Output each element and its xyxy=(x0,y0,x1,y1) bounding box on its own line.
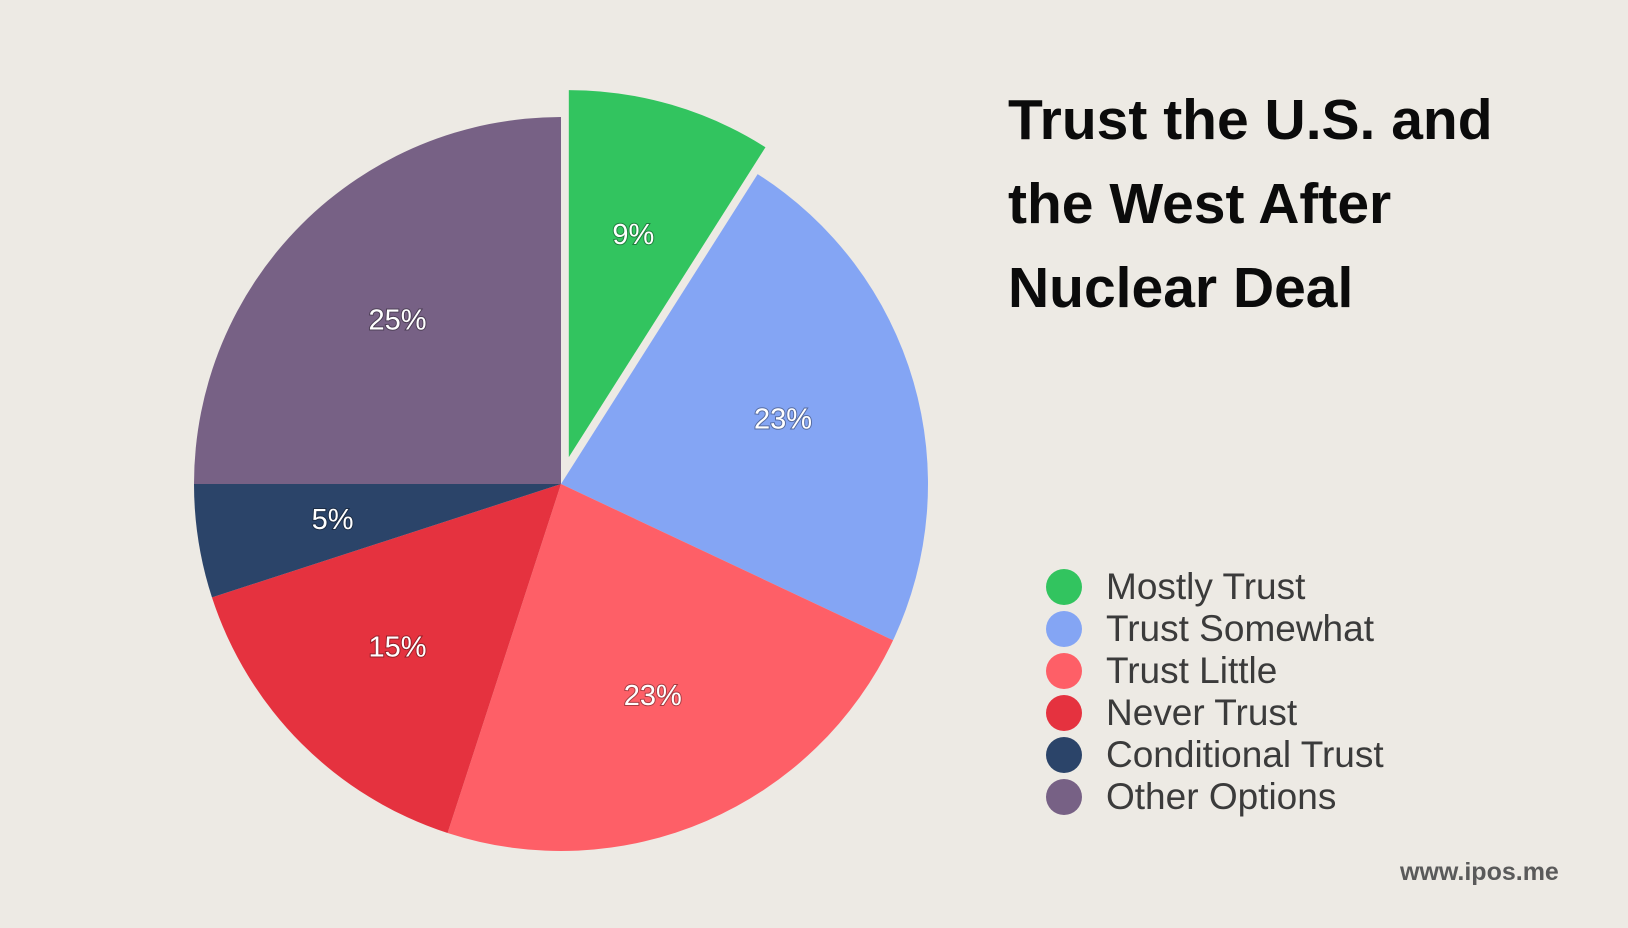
source-url: www.ipos.me xyxy=(1400,858,1559,886)
legend-label: Other Options xyxy=(1106,776,1337,817)
legend-label: Trust Somewhat xyxy=(1106,608,1374,649)
legend-item-conditional-trust: Conditional Trust xyxy=(1046,734,1384,776)
legend-item-never-trust: Never Trust xyxy=(1046,692,1384,734)
pie-slice-trust-little xyxy=(447,484,894,851)
legend-item-trust-little: Trust Little xyxy=(1046,650,1384,692)
slice-label-trust-somewhat: 23% xyxy=(754,403,812,435)
slice-label-never-trust: 15% xyxy=(368,631,426,663)
legend-swatch xyxy=(1046,569,1082,605)
chart-title: Trust the U.S. and the West After Nuclea… xyxy=(1008,78,1568,330)
chart-title-line: Nuclear Deal xyxy=(1008,256,1354,320)
legend-label: Mostly Trust xyxy=(1106,566,1306,607)
legend-label: Never Trust xyxy=(1106,692,1298,733)
legend-swatch xyxy=(1046,653,1082,689)
pie-slices xyxy=(194,90,928,851)
legend-label: Conditional Trust xyxy=(1106,734,1384,775)
legend-item-trust-somewhat: Trust Somewhat xyxy=(1046,608,1384,650)
legend-swatch xyxy=(1046,611,1082,647)
pie-slice-labels: 9% 23% 23% 15% 5% 25% xyxy=(311,218,813,713)
chart-title-line: the West After xyxy=(1008,172,1392,236)
slice-label-mostly-trust: 9% xyxy=(612,219,654,251)
chart-legend: Mostly Trust Trust Somewhat Trust Little Ne… xyxy=(1046,566,1384,818)
legend-item-other-options: Other Options xyxy=(1046,776,1384,818)
pie-slice-other-options xyxy=(194,117,561,484)
slice-label-trust-little: 23% xyxy=(624,680,682,712)
chart-title-line: Trust the U.S. and xyxy=(1008,88,1493,152)
slice-label-conditional-trust: 5% xyxy=(312,504,354,536)
slice-label-other-options: 25% xyxy=(368,305,426,337)
pie-slice-never-trust xyxy=(211,484,561,834)
pie-slice-conditional-trust xyxy=(194,484,561,598)
pie-slice-trust-somewhat xyxy=(561,174,928,641)
legend-item-mostly-trust: Mostly Trust xyxy=(1046,566,1384,608)
legend-swatch xyxy=(1046,779,1082,815)
legend-swatch xyxy=(1046,737,1082,773)
pie-chart-plot: 9% 23% 23% 15% 5% 25% xyxy=(194,90,928,851)
legend-swatch xyxy=(1046,695,1082,731)
legend-label: Trust Little xyxy=(1106,650,1278,691)
pie-slice-mostly-trust xyxy=(568,90,766,458)
